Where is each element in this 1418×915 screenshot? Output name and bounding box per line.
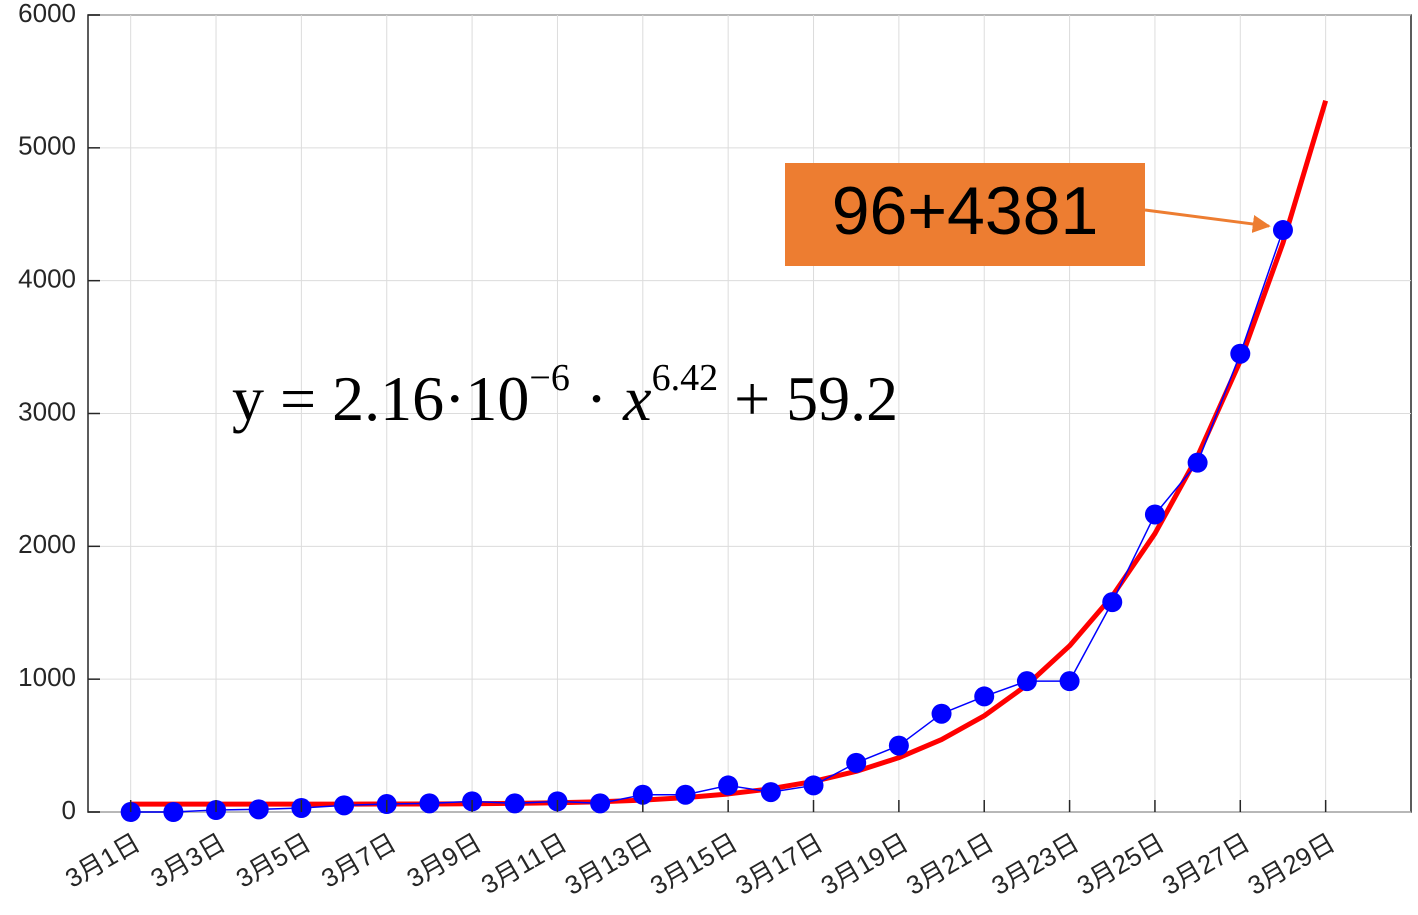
data-point (1230, 343, 1251, 364)
x-tick-label: 3月27日 (1157, 827, 1255, 901)
y-tick-label: 5000 (18, 131, 76, 161)
equation-variable: x (622, 363, 651, 434)
marks (120, 99, 1329, 822)
data-point (163, 802, 184, 822)
data-point (760, 782, 781, 803)
equation: y = 2.16·10−6 · x6.42 + 59.2 (232, 357, 898, 434)
y-tick-label: 3000 (18, 396, 76, 426)
data-point (632, 784, 653, 805)
y-tick-label: 1000 (18, 662, 76, 692)
grid (88, 14, 1411, 813)
data-point (1016, 671, 1037, 692)
x-tick-label: 3月9日 (401, 827, 486, 893)
data-point (1272, 220, 1293, 241)
y-tick-label: 4000 (18, 264, 76, 294)
x-tick-label: 3月19日 (816, 827, 914, 901)
equation-exponent: −6 (529, 357, 569, 399)
data-point (248, 799, 269, 820)
x-tick-label: 3月5日 (231, 827, 316, 893)
x-tick-label: 3月1日 (60, 827, 145, 893)
data-point (334, 795, 355, 816)
y-tick-label: 0 (62, 795, 76, 825)
x-tick-label: 3月11日 (476, 827, 572, 900)
data-point (1144, 504, 1165, 525)
data-point (846, 752, 867, 773)
data-point (888, 735, 909, 756)
data-point (419, 793, 440, 814)
x-tick-label: 3月29日 (1242, 827, 1340, 901)
data-point (803, 775, 824, 796)
annotation: 96+4381 (832, 173, 1099, 249)
equation-tail: + 59.2 (718, 363, 898, 434)
y-tick-label: 6000 (18, 0, 76, 28)
x-tick-label: 3月3日 (145, 827, 230, 893)
x-tick-label: 3月17日 (730, 827, 828, 901)
x-tick-label: 3月25日 (1072, 827, 1170, 901)
x-tick-label: 3月21日 (901, 827, 999, 901)
data-line (130, 229, 1284, 813)
equation-lhs: y = 2.16·10 (232, 363, 529, 434)
annotation-arrow (1144, 208, 1271, 233)
data-point (718, 775, 739, 796)
data-point (590, 793, 611, 814)
x-tick-label: 3月13日 (560, 827, 658, 901)
y-tick-label: 2000 (18, 529, 76, 559)
data-point (974, 686, 995, 707)
equation-mid: · (570, 363, 623, 434)
data-point (675, 784, 696, 805)
data-point (931, 703, 952, 724)
data-point (1102, 592, 1123, 613)
data-point (1187, 452, 1208, 473)
data-point (504, 793, 525, 814)
x-tick-label: 3月7日 (316, 827, 401, 893)
x-tick-label: 3月23日 (986, 827, 1084, 901)
x-tick-label: 3月15日 (645, 827, 743, 901)
data-point (1059, 671, 1080, 692)
annotation-box (785, 163, 1145, 266)
equation-exponent: 6.42 (652, 357, 719, 399)
